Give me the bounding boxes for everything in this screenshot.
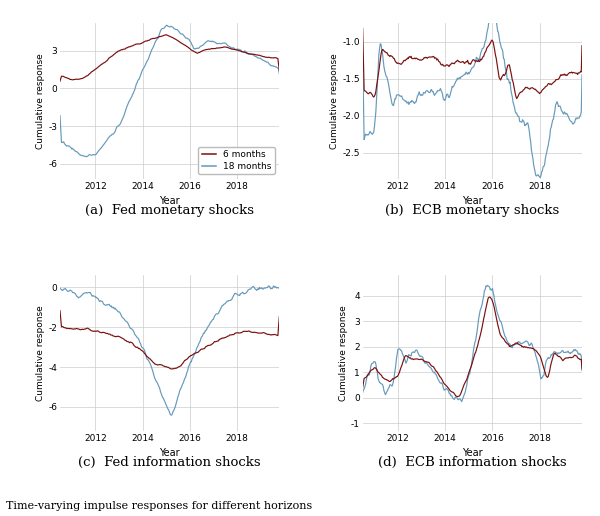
- Text: (a)  Fed monetary shocks: (a) Fed monetary shocks: [85, 204, 254, 217]
- X-axis label: Year: Year: [462, 196, 482, 206]
- X-axis label: Year: Year: [462, 448, 482, 458]
- Text: Time-varying impulse responses for different horizons: Time-varying impulse responses for diffe…: [6, 501, 312, 511]
- Y-axis label: Cumulative response: Cumulative response: [339, 305, 348, 401]
- Text: (c)  Fed information shocks: (c) Fed information shocks: [79, 456, 261, 469]
- X-axis label: Year: Year: [160, 196, 180, 206]
- Text: (d)  ECB information shocks: (d) ECB information shocks: [378, 456, 566, 469]
- Text: (b)  ECB monetary shocks: (b) ECB monetary shocks: [385, 204, 559, 217]
- X-axis label: Year: Year: [160, 448, 180, 458]
- Legend: 6 months, 18 months: 6 months, 18 months: [199, 147, 275, 174]
- Y-axis label: Cumulative response: Cumulative response: [37, 53, 46, 149]
- Y-axis label: Cumulative response: Cumulative response: [331, 53, 340, 149]
- Y-axis label: Cumulative response: Cumulative response: [37, 305, 46, 401]
